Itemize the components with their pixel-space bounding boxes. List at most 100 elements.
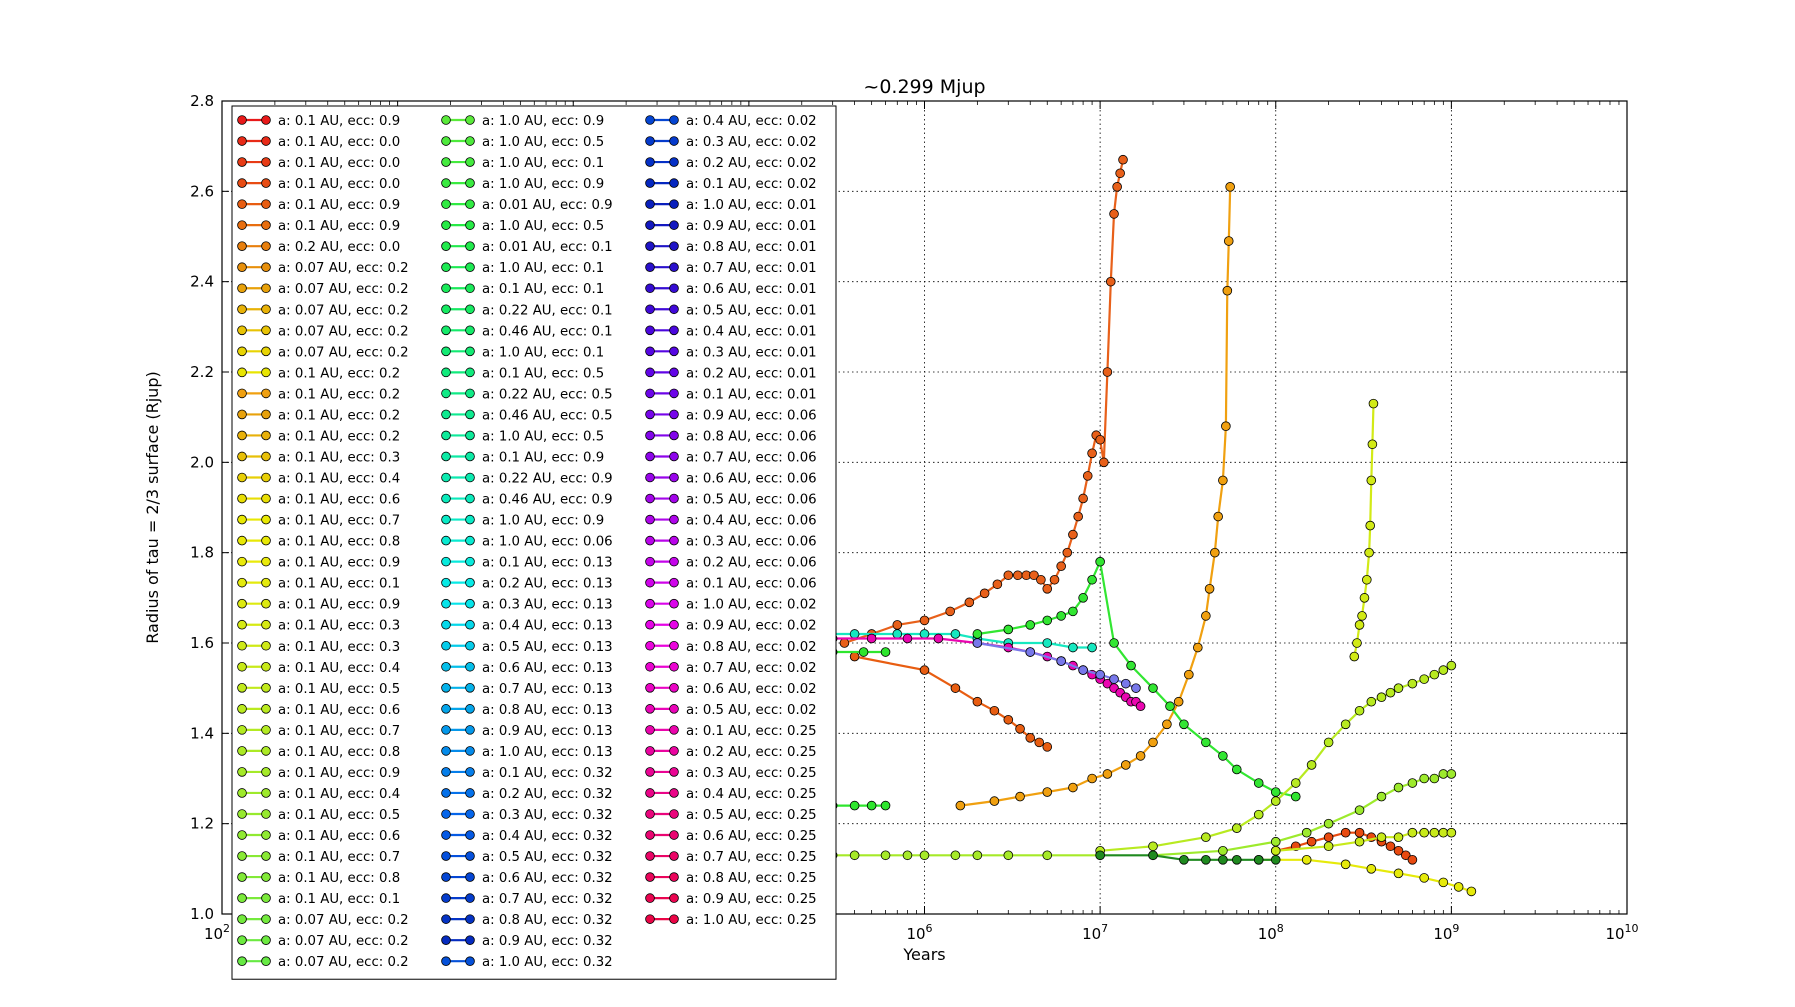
legend-marker (237, 115, 247, 125)
legend-label: a: 0.3 AU, ecc: 0.02 (686, 135, 817, 150)
legend-marker (441, 283, 451, 294)
legend-label: a: 0.1 AU, ecc: 0.02 (686, 177, 817, 192)
legend-marker (261, 199, 271, 209)
legend-marker (261, 262, 271, 273)
data-point (1165, 701, 1175, 712)
legend-marker (645, 262, 655, 273)
data-point (992, 579, 1003, 590)
legend-marker (645, 472, 655, 483)
data-point (1015, 791, 1025, 802)
legend-marker (441, 704, 451, 714)
data-point (1179, 719, 1189, 730)
legend-marker (465, 178, 475, 188)
data-point (1082, 471, 1093, 481)
data-point (1193, 642, 1203, 653)
legend-marker (441, 178, 451, 188)
legend-marker (669, 409, 679, 420)
data-point (950, 850, 961, 861)
data-point (950, 683, 961, 693)
legend-marker (237, 872, 247, 882)
legend-label: a: 0.1 AU, ecc: 0.7 (278, 724, 400, 739)
legend-label: a: 0.1 AU, ecc: 0.0 (278, 135, 400, 150)
legend-marker (441, 830, 451, 840)
data-point (1393, 845, 1404, 856)
legend-marker (261, 388, 271, 399)
legend-marker (645, 388, 655, 399)
data-point (955, 800, 966, 811)
data-point (919, 615, 930, 626)
data-point (1231, 764, 1242, 775)
legend-label: a: 0.22 AU, ecc: 0.1 (482, 303, 613, 318)
data-point (1120, 678, 1131, 689)
legend-marker (465, 115, 475, 125)
legend-marker (261, 704, 271, 714)
legend-label: a: 0.6 AU, ecc: 0.32 (482, 871, 613, 886)
legend-marker (669, 325, 679, 336)
legend-marker (441, 346, 451, 357)
legend-label: a: 0.1 AU, ecc: 0.1 (278, 892, 400, 907)
x-tick-label: 109 (1433, 922, 1459, 943)
legend-marker (645, 430, 655, 441)
legend-marker (645, 157, 655, 167)
legend-label: a: 1.0 AU, ecc: 0.32 (482, 955, 613, 970)
legend-marker (441, 472, 451, 483)
data-point (1148, 850, 1158, 861)
legend-label: a: 0.8 AU, ecc: 0.01 (686, 240, 817, 255)
legend-marker (237, 935, 247, 945)
data-point (1120, 760, 1131, 770)
legend-label: a: 0.5 AU, ecc: 0.06 (686, 493, 817, 508)
legend-label: a: 0.1 AU, ecc: 0.13 (482, 556, 613, 571)
legend-marker (261, 872, 271, 882)
data-point (1290, 778, 1301, 788)
data-point (1056, 656, 1066, 666)
legend-marker (441, 409, 451, 420)
legend-marker (441, 157, 451, 167)
data-point (1446, 827, 1457, 838)
data-point (1368, 398, 1379, 409)
data-point (1135, 701, 1146, 712)
data-point (1087, 642, 1097, 653)
data-point (858, 647, 869, 657)
data-point (1366, 475, 1377, 486)
legend-marker (669, 157, 679, 167)
legend-marker (669, 556, 679, 567)
legend-label: a: 1.0 AU, ecc: 0.1 (482, 156, 604, 171)
legend-marker (237, 367, 247, 378)
data-point (849, 850, 860, 861)
x-tick-label: 102 (204, 922, 230, 943)
data-point (1453, 882, 1464, 892)
legend-marker (669, 809, 679, 819)
data-point (1148, 737, 1158, 748)
legend-label: a: 0.1 AU, ecc: 0.6 (278, 703, 400, 718)
legend-marker (465, 262, 475, 273)
legend-label: a: 0.7 AU, ecc: 0.06 (686, 450, 817, 465)
data-point (1323, 737, 1334, 748)
legend-marker (237, 451, 247, 462)
legend-label: a: 0.1 AU, ecc: 0.1 (482, 282, 604, 297)
data-point (1135, 751, 1146, 761)
legend-marker (465, 619, 475, 630)
data-point (1162, 719, 1172, 730)
legend-marker (465, 157, 475, 167)
data-point (1222, 285, 1233, 296)
data-point (1221, 421, 1231, 432)
legend-label: a: 1.0 AU, ecc: 0.25 (686, 913, 817, 928)
data-point (1056, 561, 1066, 572)
legend-label: a: 1.0 AU, ecc: 0.02 (686, 598, 817, 613)
data-point (1429, 827, 1440, 838)
data-point (1393, 868, 1404, 879)
data-point (1354, 827, 1365, 838)
legend-label: a: 0.4 AU, ecc: 0.13 (482, 619, 613, 634)
data-point (1376, 832, 1387, 843)
legend-marker (237, 430, 247, 441)
legend-label: a: 1.0 AU, ecc: 0.9 (482, 114, 604, 129)
legend-marker (669, 304, 679, 315)
data-point (892, 620, 903, 630)
data-point (1466, 886, 1477, 897)
legend-marker (261, 325, 271, 336)
data-point (1323, 832, 1334, 843)
legend-marker (465, 535, 475, 546)
legend-label: a: 0.7 AU, ecc: 0.25 (686, 850, 817, 865)
data-point (919, 629, 930, 639)
legend-marker (261, 893, 271, 903)
